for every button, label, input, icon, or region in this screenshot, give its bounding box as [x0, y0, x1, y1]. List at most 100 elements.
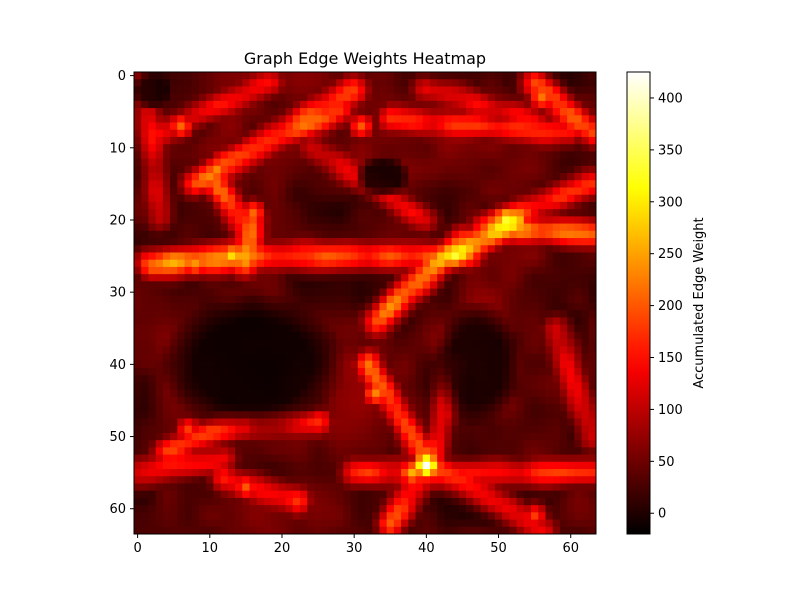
heatmap-cell — [437, 230, 445, 239]
heatmap-cell — [372, 136, 380, 145]
heatmap-cell — [372, 274, 380, 282]
heatmap-cell — [523, 93, 532, 102]
heatmap-cell — [206, 274, 214, 282]
heatmap-cell — [227, 303, 236, 311]
heatmap-cell — [177, 310, 185, 318]
heatmap-cell — [379, 346, 388, 354]
heatmap-cell — [574, 404, 582, 412]
heatmap-cell — [357, 136, 366, 145]
heatmap-cell — [220, 454, 229, 463]
heatmap-cell — [191, 165, 200, 174]
heatmap-cell — [242, 93, 250, 102]
heatmap-cell — [292, 194, 301, 203]
heatmap-cell — [422, 425, 431, 434]
heatmap-cell — [357, 209, 366, 217]
heatmap-cell — [444, 310, 453, 318]
heatmap-cell — [162, 440, 171, 448]
heatmap-cell — [343, 440, 351, 448]
heatmap-cell — [206, 432, 214, 441]
heatmap-cell — [386, 295, 395, 304]
heatmap-cell — [379, 209, 388, 217]
heatmap-cell — [372, 295, 380, 304]
heatmap-cell — [509, 476, 517, 484]
heatmap-cell — [242, 519, 250, 528]
heatmap-cell — [249, 223, 258, 232]
heatmap-cell — [494, 158, 503, 167]
heatmap-cell — [473, 425, 481, 434]
heatmap-cell — [567, 144, 575, 152]
heatmap-cell — [415, 158, 424, 167]
heatmap-cell — [263, 209, 272, 217]
heatmap-cell — [422, 281, 431, 289]
heatmap-cell — [415, 259, 424, 268]
heatmap-cell — [256, 360, 265, 369]
heatmap-cell — [328, 201, 337, 210]
heatmap-cell — [386, 129, 395, 138]
heatmap-cell — [466, 86, 474, 95]
heatmap-cell — [473, 396, 481, 405]
heatmap-cell — [422, 454, 431, 463]
heatmap-cell — [552, 375, 561, 383]
heatmap-cell — [170, 122, 178, 131]
heatmap-cell — [336, 180, 344, 188]
heatmap-cell — [437, 346, 445, 354]
heatmap-cell — [184, 180, 193, 188]
heatmap-cell — [588, 266, 596, 275]
heatmap-cell — [336, 295, 344, 304]
heatmap-cell — [227, 93, 236, 102]
heatmap-cell — [271, 129, 279, 138]
heatmap-cell — [502, 310, 510, 318]
heatmap-cell — [328, 418, 337, 427]
heatmap-cell — [235, 165, 243, 174]
heatmap-cell — [162, 216, 171, 224]
heatmap-cell — [227, 469, 236, 477]
heatmap-cell — [292, 238, 301, 246]
heatmap-cell — [285, 526, 294, 534]
heatmap-cell — [249, 497, 258, 506]
heatmap-cell — [206, 454, 214, 463]
heatmap-cell — [235, 129, 243, 138]
heatmap-cell — [162, 136, 171, 145]
heatmap-cell — [278, 72, 286, 80]
heatmap-cell — [141, 187, 149, 196]
heatmap-cell — [451, 187, 460, 196]
heatmap-cell — [343, 519, 351, 528]
heatmap-cell — [365, 324, 373, 333]
heatmap-cell — [285, 144, 294, 152]
heatmap-cell — [523, 519, 532, 528]
heatmap-cell — [545, 281, 554, 289]
heatmap-cell — [545, 136, 554, 145]
heatmap-cell — [365, 86, 373, 95]
heatmap-cell — [408, 389, 416, 398]
heatmap-cell — [386, 490, 395, 499]
heatmap-cell — [328, 404, 337, 412]
heatmap-cell — [552, 187, 561, 196]
heatmap-cell — [271, 425, 279, 434]
heatmap-cell — [458, 274, 467, 282]
heatmap-cell — [588, 396, 596, 405]
heatmap-cell — [422, 288, 431, 297]
heatmap-cell — [321, 223, 330, 232]
heatmap-cell — [502, 339, 510, 347]
heatmap-cell — [278, 411, 286, 419]
heatmap-cell — [415, 151, 424, 160]
heatmap-cell — [429, 122, 438, 131]
heatmap-cell — [523, 526, 532, 534]
heatmap-cell — [494, 526, 503, 534]
heatmap-cell — [242, 339, 250, 347]
heatmap-cell — [365, 303, 373, 311]
heatmap-cell — [328, 72, 337, 80]
heatmap-cell — [480, 274, 489, 282]
heatmap-cell — [473, 505, 481, 513]
heatmap-cell — [444, 519, 453, 528]
heatmap-cell — [350, 476, 359, 484]
heatmap-cell — [314, 324, 323, 333]
heatmap-cell — [213, 476, 222, 484]
heatmap-cell — [134, 274, 142, 282]
heatmap-cell — [379, 425, 388, 434]
heatmap-cell — [451, 411, 460, 419]
heatmap-cell — [393, 497, 402, 506]
heatmap-cell — [516, 295, 525, 304]
heatmap-cell — [249, 346, 258, 354]
heatmap-cell — [386, 303, 395, 311]
